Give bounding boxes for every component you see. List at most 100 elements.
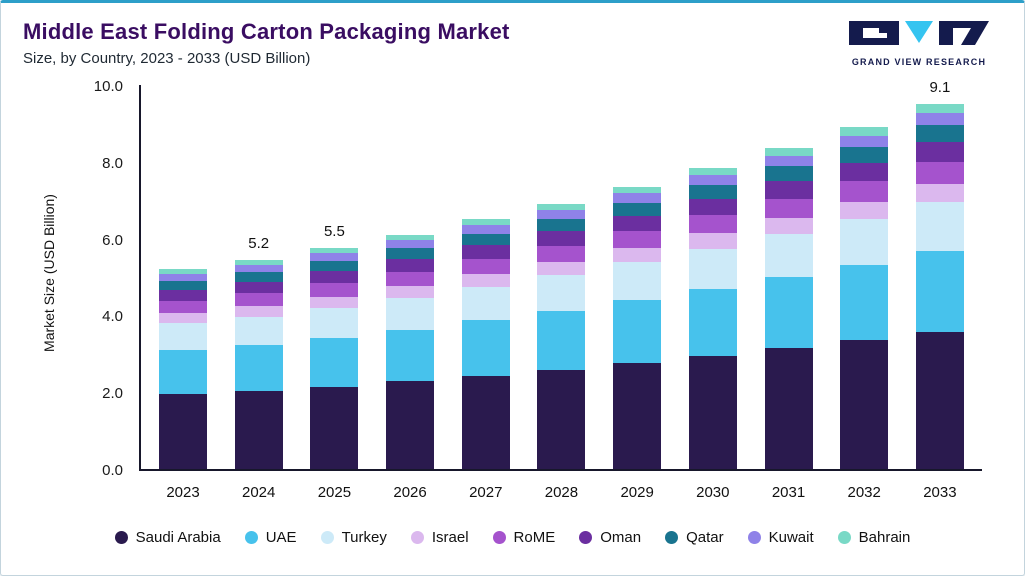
bar-segment-israel (234, 305, 283, 317)
legend-item-israel: Israel (410, 529, 469, 546)
bar-segment-rome (386, 272, 435, 287)
legend-item-kuwait: Kuwait (747, 529, 814, 546)
bar-segment-oman (613, 215, 662, 232)
bar-segment-bahrain (159, 269, 207, 274)
bar-segment-qatar (840, 146, 889, 163)
legend-color-dot (837, 531, 851, 544)
bar-segment-saudi-arabia (386, 381, 435, 469)
bar-segment-kuwait (234, 265, 283, 273)
y-tick-label: 4.0 (102, 308, 123, 326)
bar-2032: 2032 (840, 85, 889, 501)
bar-segment-kuwait (840, 135, 889, 147)
bar-value-label: 9.1 (929, 79, 951, 97)
title-block: Middle East Folding Carton Packaging Mar… (23, 19, 510, 67)
x-axis-label: 2030 (696, 484, 730, 501)
bar-segment-israel (613, 248, 662, 263)
bar-segment-israel (537, 262, 586, 276)
bar-segment-qatar (234, 272, 283, 282)
brand-logo: GRAND VIEW RESEARCH (844, 19, 994, 67)
bar-segment-uae (764, 277, 813, 349)
bar-2030: 2030 (688, 85, 737, 501)
bar-segment-oman (688, 198, 737, 216)
bar-segment-qatar (310, 260, 359, 271)
legend-item-qatar: Qatar (665, 529, 724, 546)
legend-label: Saudi Arabia (135, 529, 221, 546)
bar-segment-turkey (915, 202, 964, 251)
grand-view-research-icon (849, 21, 989, 45)
bar-segment-rome (915, 161, 964, 184)
bar-2025: 5.5 2025 (310, 85, 359, 501)
page-title: Middle East Folding Carton Packaging Mar… (23, 19, 510, 44)
bar-segment-israel (764, 218, 813, 235)
legend-item-oman: Oman (579, 529, 641, 546)
bar-segment-qatar (537, 219, 586, 232)
legend-label: Bahrain (858, 529, 911, 546)
bar-segment-bahrain (310, 248, 359, 254)
bar-segment-israel (688, 233, 737, 249)
bar-segment-rome (688, 215, 737, 234)
x-axis-label: 2023 (166, 484, 200, 501)
legend: Saudi Arabia UAE Turkey Israel RoME Oman Qatar… (1, 529, 1024, 546)
bar-segment-saudi-arabia (764, 348, 813, 469)
legend-item-uae: UAE (244, 529, 297, 546)
bar-segment-kuwait (688, 174, 737, 185)
bar-segment-saudi-arabia (234, 391, 283, 469)
legend-item-bahrain: Bahrain (837, 529, 911, 546)
bar-segment-uae (461, 320, 510, 376)
bar-segment-uae (310, 338, 359, 387)
legend-label: Turkey (341, 529, 387, 546)
plot-area: 2023 5.2 2024 5.5 2025 2026 2027 2028 2029 2030 20… (139, 79, 982, 501)
bar-2028: 2028 (537, 85, 586, 501)
y-tick-label: 2.0 (102, 385, 123, 403)
x-axis-label: 2028 (544, 484, 579, 501)
bar-segment-oman (915, 141, 964, 162)
page-subtitle: Size, by Country, 2023 - 2033 (USD Billi… (23, 50, 311, 67)
x-axis-label: 2024 (242, 484, 276, 501)
bar-segment-uae (234, 344, 283, 392)
bar-segment-rome (537, 245, 586, 263)
x-axis-label: 2032 (847, 484, 881, 501)
bar-segment-israel (840, 201, 889, 220)
bar-segment-turkey (764, 234, 813, 278)
bar-segment-qatar (915, 125, 964, 142)
bar-segment-rome (310, 283, 359, 297)
legend-color-dot (320, 531, 334, 544)
bar-segment-uae (159, 349, 207, 395)
bar-segment-bahrain (234, 259, 283, 266)
legend-color-dot (114, 531, 128, 544)
bar-segment-israel (461, 273, 510, 287)
bar-segment-qatar (461, 233, 510, 246)
bar-segment-turkey (159, 323, 207, 350)
x-axis-label: 2033 (923, 484, 957, 501)
legend-color-dot (665, 531, 679, 544)
bar-segment-bahrain (461, 219, 510, 226)
bar-segment-uae (613, 300, 662, 364)
bar-value-label: 5.5 (323, 223, 345, 241)
bar-value-label: 5.2 (248, 234, 270, 252)
header: Middle East Folding Carton Packaging Mar… (1, 3, 1024, 67)
bar-segment-turkey (461, 286, 510, 321)
legend-item-rome: RoME (492, 529, 555, 546)
y-tick-label: 6.0 (102, 231, 123, 249)
bar-segment-uae (840, 264, 889, 341)
legend-label: Kuwait (768, 529, 814, 546)
y-tick-label: 10.0 (93, 78, 123, 95)
bar-segment-kuwait (915, 113, 964, 125)
bar-segment-oman (310, 270, 359, 284)
bar-segment-oman (159, 289, 207, 301)
y-tick-label: 0.0 (102, 462, 123, 479)
bar-segment-turkey (688, 248, 737, 289)
bar-segment-saudi-arabia (159, 394, 207, 469)
bar-segment-oman (234, 281, 283, 294)
bar-segment-oman (461, 245, 510, 259)
bar-segment-uae (537, 311, 586, 370)
chart: Market Size (USD Billion) 0.0 2.0 4.0 6.0 8.… (21, 69, 994, 517)
bar-segment-turkey (537, 275, 586, 312)
bar-2031: 2031 (764, 85, 813, 501)
bar-segment-bahrain (840, 127, 889, 136)
brand-name: GRAND VIEW RESEARCH (851, 57, 987, 67)
bar-segment-turkey (613, 262, 662, 301)
bar-segment-qatar (386, 248, 435, 259)
x-axis-label: 2029 (620, 484, 654, 501)
bar-segment-qatar (159, 280, 207, 290)
